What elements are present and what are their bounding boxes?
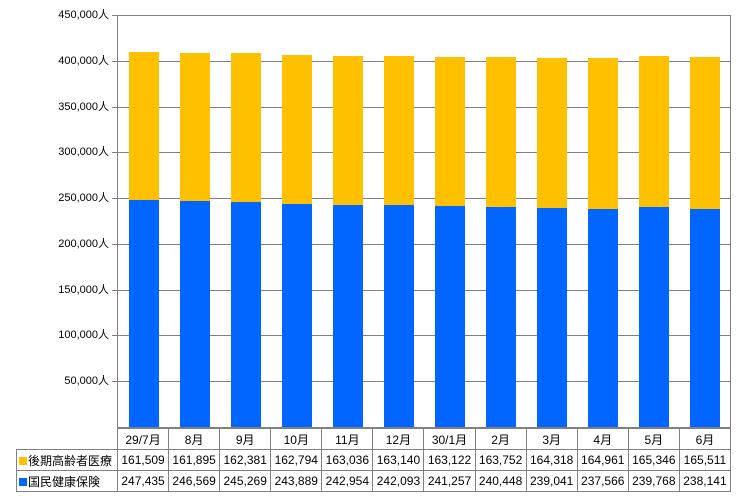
data-table: 29/7月 8月 9月 10月 11月 12月 30/1月 2月 3月 4月 5月 6月後期高齢者医療…	[16, 428, 732, 492]
gridline	[118, 15, 730, 16]
bar-segment-12	[690, 57, 720, 209]
gridline	[118, 335, 730, 336]
bar-segment-11	[639, 56, 669, 207]
bar-segment-9	[537, 208, 567, 427]
gridline	[118, 198, 730, 199]
bar-segment-7	[435, 206, 465, 427]
value-cell: 242,093	[372, 470, 425, 492]
bar-segment-3	[231, 202, 261, 427]
y-tick-label: 350,000人	[58, 101, 109, 113]
y-tick-label: 150,000人	[58, 284, 109, 296]
value-cell: 164,318	[525, 449, 578, 471]
value-cell: 243,889	[270, 470, 323, 492]
bar-segment-4	[282, 204, 312, 427]
legend-series-label: 後期高齢者医療	[28, 453, 113, 468]
legend-key-icon	[19, 456, 27, 465]
month-header-cell: 12月	[372, 428, 425, 450]
y-tick-label: 100,000人	[58, 329, 109, 341]
value-cell: 239,768	[627, 470, 680, 492]
legend-cell: 後期高齢者医療	[16, 449, 118, 471]
month-header-cell: 5月	[627, 428, 680, 450]
bar-segment-5	[333, 205, 363, 427]
bar-segment-10	[588, 58, 618, 209]
bar-segment-1	[129, 52, 159, 200]
value-cell: 161,895	[168, 449, 221, 471]
month-header-cell: 29/7月	[116, 428, 170, 450]
month-header-cell: 4月	[576, 428, 629, 450]
gridline	[118, 107, 730, 108]
value-cell: 163,036	[321, 449, 374, 471]
plot-area	[117, 15, 731, 428]
table-corner-cell	[17, 429, 118, 450]
month-header-cell: 30/1月	[423, 428, 476, 450]
value-cell: 242,954	[321, 470, 374, 492]
bar-segment-7	[435, 57, 465, 206]
bar-segment-11	[639, 207, 669, 427]
value-cell: 164,961	[576, 449, 629, 471]
value-cell: 239,041	[525, 470, 578, 492]
bar-segment-5	[333, 56, 363, 205]
month-header-cell: 8月	[168, 428, 221, 450]
month-header-cell: 11月	[321, 428, 374, 450]
bar-segment-4	[282, 55, 312, 204]
value-cell: 161,509	[116, 449, 170, 471]
value-cell: 240,448	[474, 470, 527, 492]
legend-key-icon	[19, 477, 27, 486]
y-tick-label: 50,000人	[64, 375, 109, 387]
bar-segment-3	[231, 53, 261, 202]
y-tick-label: 450,000人	[58, 9, 109, 21]
value-cell: 162,381	[219, 449, 272, 471]
bar-segment-10	[588, 209, 618, 427]
y-tick-label: 250,000人	[58, 192, 109, 204]
value-cell: 163,752	[474, 449, 527, 471]
month-header-cell: 9月	[219, 428, 272, 450]
bar-segment-2	[180, 201, 210, 427]
value-cell: 237,566	[576, 470, 629, 492]
bar-segment-9	[537, 58, 567, 208]
value-cell: 162,794	[270, 449, 323, 471]
legend-series-label: 国民健康保険	[28, 474, 101, 489]
gridline	[118, 61, 730, 62]
month-header-cell: 10月	[270, 428, 323, 450]
bar-segment-1	[129, 200, 159, 427]
value-cell: 241,257	[423, 470, 476, 492]
y-tick-label: 200,000人	[58, 238, 109, 250]
gridline	[118, 381, 730, 382]
gridline	[118, 244, 730, 245]
legend-cell: 国民健康保険	[16, 470, 118, 492]
month-header-cell: 3月	[525, 428, 578, 450]
y-tick-label: 300,000人	[58, 146, 109, 158]
bar-segment-12	[690, 209, 720, 427]
bar-segment-6	[384, 205, 414, 427]
month-header-cell: 2月	[474, 428, 527, 450]
bar-segment-2	[180, 53, 210, 201]
bar-segment-6	[384, 56, 414, 205]
y-tick-label: 400,000人	[58, 55, 109, 67]
value-cell: 163,140	[372, 449, 425, 471]
value-cell: 163,122	[423, 449, 476, 471]
value-cell: 245,269	[219, 470, 272, 492]
bar-segment-8	[486, 207, 516, 427]
value-cell: 246,569	[168, 470, 221, 492]
bar-segment-8	[486, 57, 516, 207]
value-cell: 165,346	[627, 449, 680, 471]
gridline	[118, 290, 730, 291]
month-header-cell: 6月	[678, 428, 732, 450]
gridline	[118, 152, 730, 153]
value-cell: 165,511	[678, 449, 732, 471]
value-cell: 238,141	[678, 470, 732, 492]
value-cell: 247,435	[116, 470, 170, 492]
